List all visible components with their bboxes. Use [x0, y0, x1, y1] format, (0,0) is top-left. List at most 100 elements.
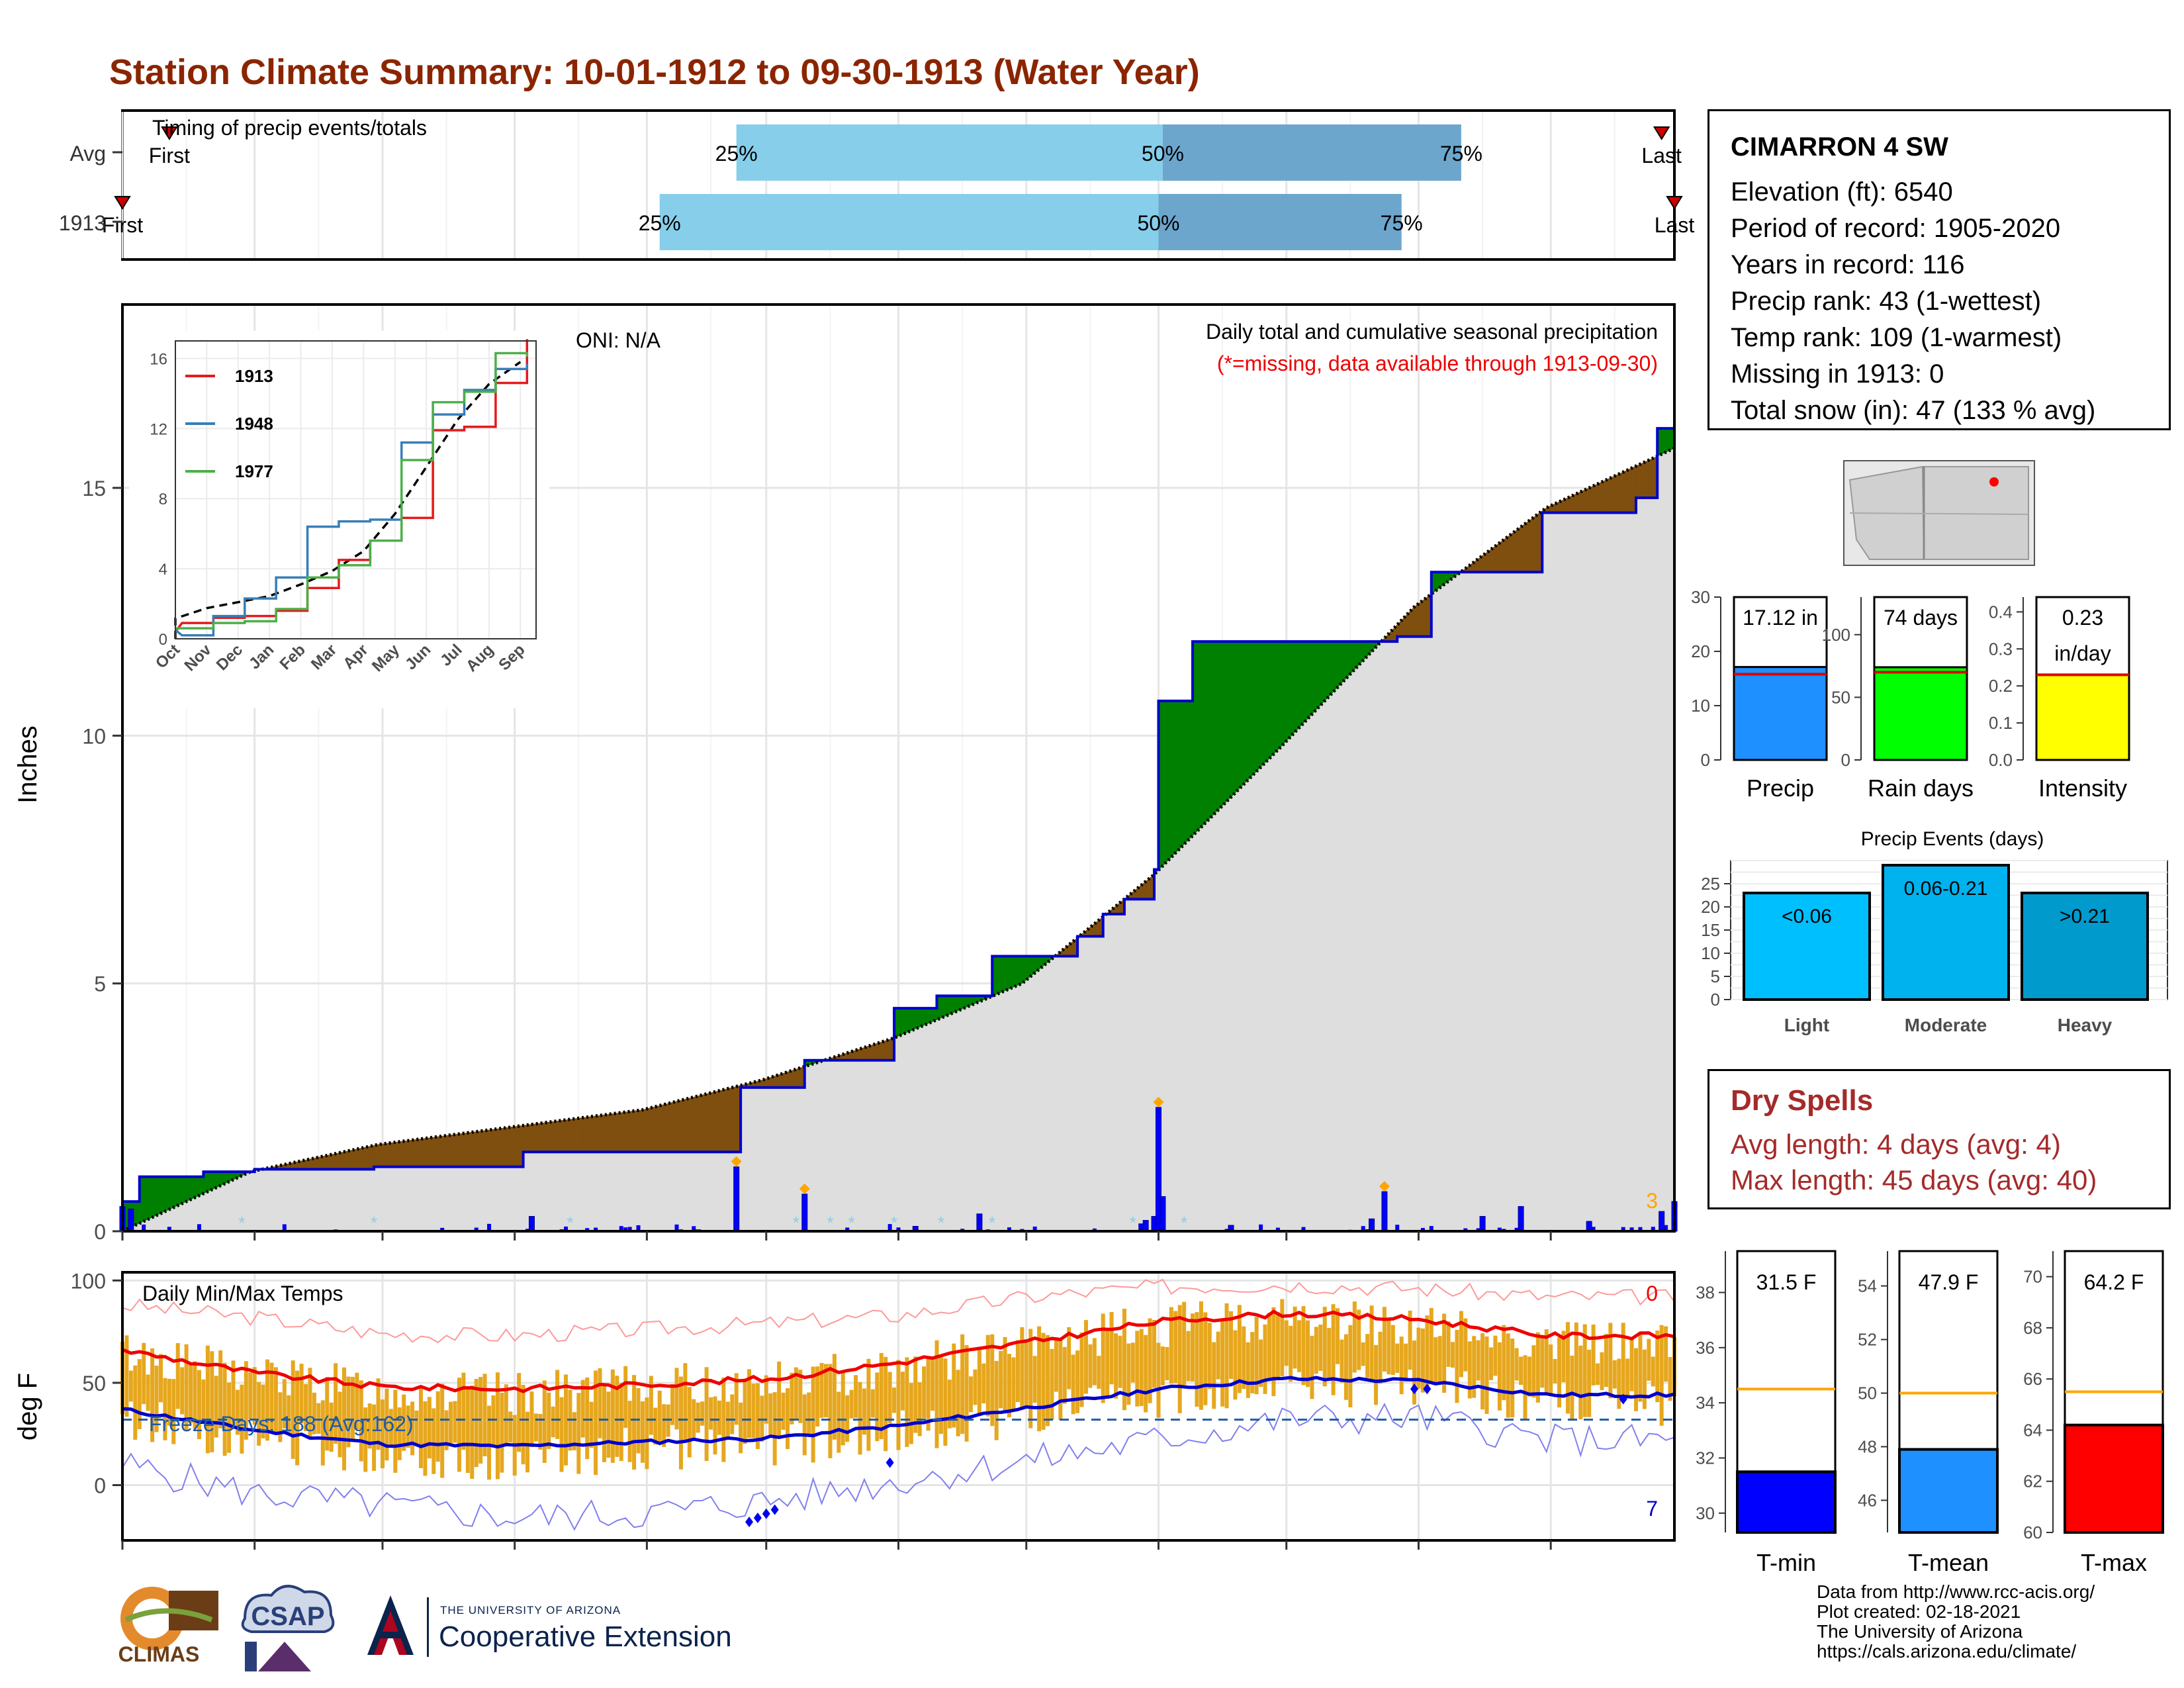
daily-temp-bar [1114, 1333, 1118, 1399]
daily-temp-bar [1574, 1322, 1578, 1395]
snow-day-marker: * [793, 1213, 799, 1233]
below-normal-segment [595, 1115, 600, 1152]
daily-temp-bar [1318, 1324, 1323, 1371]
daily-temp-bar [1233, 1330, 1238, 1400]
above-normal-segment [173, 1176, 179, 1208]
above-normal-segment [1205, 641, 1210, 824]
below-normal-segment [565, 1119, 570, 1152]
inset-legend-label: 1913 [235, 366, 273, 386]
daily-precip-bar [1381, 1191, 1388, 1232]
below-normal-segment [668, 1102, 673, 1152]
below-normal-segment [715, 1090, 720, 1152]
below-normal-segment [1512, 529, 1518, 573]
below-normal-segment [548, 1121, 554, 1152]
daily-temp-bar [1387, 1318, 1391, 1375]
above-normal-segment [898, 1008, 903, 1037]
daily-precip-bar [167, 1227, 171, 1231]
q50-label: 50% [1137, 211, 1179, 235]
daily-precip-bar [619, 1226, 623, 1231]
daily-temp-bar [1224, 1303, 1229, 1409]
daily-temp-bar [623, 1366, 628, 1429]
tempbar-ytick-label: 46 [1858, 1490, 1877, 1510]
daily-temp-bar [1011, 1357, 1016, 1411]
daily-temp-bar [938, 1357, 943, 1434]
below-normal-segment [1145, 877, 1150, 900]
daily-temp-bar [1531, 1345, 1536, 1398]
events-ytick-label: 5 [1711, 966, 1720, 986]
daily-precip-bar [1420, 1227, 1425, 1231]
daily-temp-bar [1263, 1324, 1267, 1394]
tempbar-ytick-label: 54 [1858, 1276, 1877, 1296]
oni-label: ONI: N/A [576, 328, 661, 352]
daily-precip-bar [801, 1194, 808, 1232]
above-normal-segment [1349, 641, 1355, 675]
daily-temp-bar [1067, 1327, 1071, 1389]
daily-temp-bar [1425, 1315, 1430, 1391]
daily-temp-bar [474, 1379, 478, 1468]
below-normal-segment [1525, 520, 1530, 573]
daily-temp-bar [1259, 1339, 1263, 1387]
daily-temp-bar [1655, 1331, 1660, 1403]
daily-temp-bar [1280, 1299, 1285, 1377]
tempbar-value-label: 47.9 F [1919, 1270, 1979, 1294]
daily-temp-bar [1028, 1329, 1033, 1429]
above-normal-segment [1354, 641, 1359, 671]
above-normal-segment [1000, 956, 1005, 993]
daily-temp-bar [956, 1370, 960, 1436]
daily-precip-bar [564, 1226, 568, 1231]
daily-temp-bar [786, 1388, 790, 1449]
daily-temp-bar [1275, 1312, 1280, 1380]
above-normal-segment [1009, 956, 1014, 990]
above-normal-segment [186, 1176, 191, 1202]
daily-temp-bar [1587, 1349, 1592, 1417]
daily-temp-bar [905, 1357, 909, 1447]
below-normal-segment [403, 1140, 409, 1168]
daily-temp-bar [717, 1400, 721, 1435]
events-ytick-label: 25 [1701, 874, 1720, 894]
daily-temp-bar [943, 1358, 948, 1446]
daily-temp-bar [338, 1391, 342, 1458]
below-normal-segment [881, 1040, 886, 1061]
below-normal-segment [719, 1089, 724, 1152]
daily-temp-bar [248, 1372, 253, 1419]
daily-precip-bar [1664, 1225, 1668, 1231]
daily-temp-bar [529, 1391, 534, 1448]
daily-temp-bar [1144, 1335, 1148, 1413]
inset-series-line [174, 339, 529, 633]
daily-temp-bar [969, 1376, 974, 1413]
below-normal-segment [493, 1128, 498, 1168]
below-normal-segment [591, 1115, 596, 1152]
tempbar-ytick-label: 64 [2023, 1420, 2042, 1440]
daily-temp-bar [887, 1372, 892, 1423]
daily-temp-bar [841, 1372, 845, 1446]
daily-temp-bar [815, 1366, 820, 1427]
daily-temp-bar [137, 1359, 142, 1429]
quartile-bar-lower [736, 124, 1163, 181]
daily-temp-bar [205, 1345, 210, 1454]
daily-temp-bar [900, 1372, 905, 1411]
below-normal-segment [612, 1113, 617, 1152]
daily-temp-bar [235, 1389, 240, 1435]
below-normal-segment [455, 1133, 460, 1168]
below-normal-segment [706, 1092, 711, 1152]
daily-temp-bar [1237, 1305, 1242, 1393]
below-normal-segment [352, 1149, 357, 1170]
daily-temp-bar [461, 1372, 466, 1450]
quartile-bar-lower [659, 194, 1159, 250]
above-normal-segment [1183, 700, 1189, 845]
daily-temp-bar [909, 1383, 913, 1444]
temp-ytick-label: 0 [94, 1474, 106, 1498]
mini-ytick-label: 50 [1831, 687, 1850, 707]
daily-temp-bar [1229, 1311, 1233, 1380]
daily-temp-bar [142, 1342, 146, 1405]
daily-temp-bar [866, 1358, 871, 1451]
daily-temp-bar [1045, 1335, 1050, 1427]
station-years: Years in record: 116 [1731, 250, 1965, 279]
daily-temp-bar [393, 1389, 398, 1473]
below-normal-segment [340, 1151, 345, 1170]
daily-temp-bar [1254, 1317, 1259, 1395]
timing-row-label-1913: 1913 [59, 211, 106, 235]
above-normal-segment [1162, 700, 1167, 867]
above-normal-segment [940, 995, 946, 1019]
